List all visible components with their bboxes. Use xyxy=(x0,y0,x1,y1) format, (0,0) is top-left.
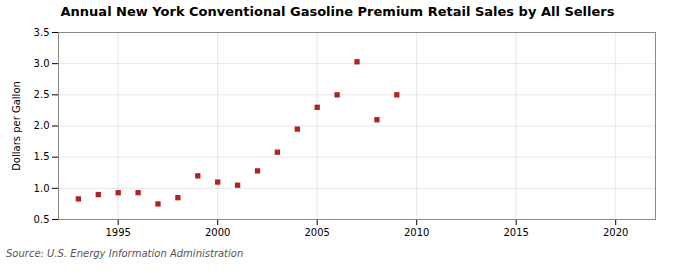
svg-text:2005: 2005 xyxy=(304,227,329,238)
svg-text:2020: 2020 xyxy=(603,227,628,238)
svg-text:3.5: 3.5 xyxy=(34,27,50,38)
svg-text:1.0: 1.0 xyxy=(34,183,50,194)
svg-text:2.0: 2.0 xyxy=(34,120,50,131)
svg-text:1995: 1995 xyxy=(105,227,130,238)
svg-text:3.0: 3.0 xyxy=(34,58,50,69)
svg-text:2.5: 2.5 xyxy=(34,89,50,100)
svg-text:0.5: 0.5 xyxy=(34,214,50,225)
svg-text:2000: 2000 xyxy=(205,227,230,238)
html-text:Source: U.S. Energy Informatio: Source: U.S. Energy Information Administ… xyxy=(6,248,244,259)
svg-text:Dollars per Gallon: Dollars per Gallon xyxy=(11,81,22,171)
html-text:Annual New York Conventional G: Annual New York Conventional Gasoline Pr… xyxy=(60,4,615,19)
svg-text:2015: 2015 xyxy=(503,227,528,238)
svg-text:2010: 2010 xyxy=(404,227,429,238)
svg-text:1.5: 1.5 xyxy=(34,151,50,162)
